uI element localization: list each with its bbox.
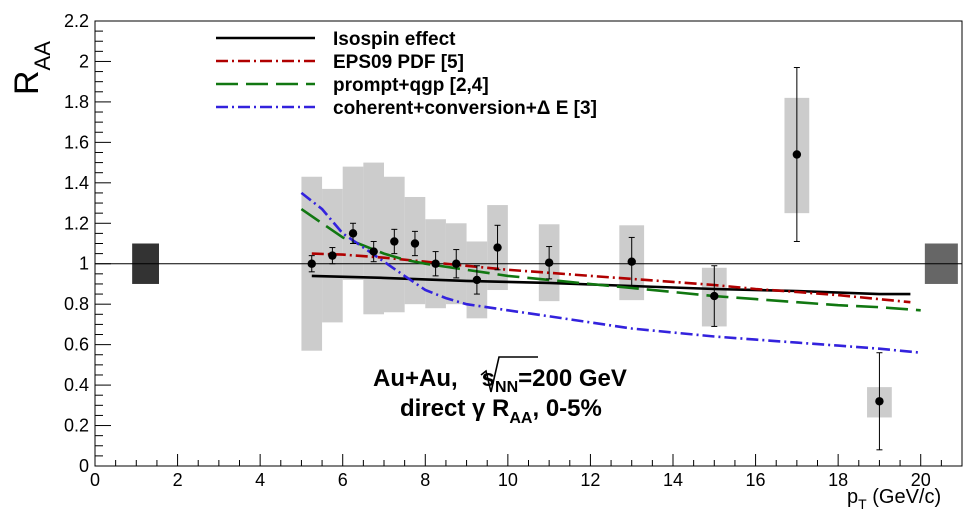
x-tick-label-2: 4 xyxy=(255,470,265,490)
y-tick-label-11: 2.2 xyxy=(64,11,89,31)
plot-frame xyxy=(94,20,963,467)
x-tick-label-10: 20 xyxy=(911,470,931,490)
annotation-line-2: direct γ RAA, 0-5% xyxy=(400,395,602,427)
y-tick-label-4: 0.8 xyxy=(64,294,89,314)
data-point-9 xyxy=(493,243,502,252)
data-point-0 xyxy=(307,259,316,268)
data-point-3 xyxy=(369,247,378,256)
y-tick-label-2: 0.4 xyxy=(64,375,89,395)
x-tick-label-8: 16 xyxy=(746,470,766,490)
annotation-observable: direct γ R xyxy=(400,395,509,422)
system-annotation: Au+Au, sNN=200 GeV direct γ RAA, 0-5% xyxy=(373,356,627,427)
curve-3 xyxy=(300,191,921,354)
x-tick-label-5: 10 xyxy=(498,470,518,490)
data-point-5 xyxy=(410,239,420,248)
data-point-2 xyxy=(348,229,358,238)
annotation-collision: Au+Au, xyxy=(373,365,458,392)
annotation-observable-sub: AA xyxy=(509,410,533,427)
y-axis-ticks: 0 0.2 0.4 0.6 0.8 1 1.2 1.4 1.6 1.8 2 2.2 xyxy=(64,11,111,476)
x-tick-label-1: 2 xyxy=(173,470,183,490)
sys-box-3 xyxy=(363,162,384,315)
y-tick-label-8: 1.6 xyxy=(64,132,89,152)
y-tick-label-7: 1.4 xyxy=(64,173,89,193)
data-point-10 xyxy=(544,258,554,267)
y-axis-title-sub: AA xyxy=(30,41,55,71)
data-point-7 xyxy=(452,259,461,268)
x-tick-label-4: 8 xyxy=(420,470,430,490)
y-tick-label-9: 1.8 xyxy=(64,92,89,112)
y-tick-label-10: 2 xyxy=(79,51,89,71)
legend-label-0: Isospin effect xyxy=(333,29,456,50)
legend-label-2: prompt+qgp [2,4] xyxy=(333,75,489,96)
x-axis-title: pT (GeV/c) xyxy=(847,486,941,512)
data-point-6 xyxy=(431,259,440,268)
x-tick-label-7: 14 xyxy=(663,470,683,490)
data-point-12 xyxy=(710,291,719,301)
data-point-14 xyxy=(875,397,884,406)
x-tick-label-6: 12 xyxy=(580,470,600,490)
y-tick-label-6: 1.2 xyxy=(64,213,89,233)
x-tick-label-0: 0 xyxy=(90,470,100,490)
y-axis-title-main: R xyxy=(8,70,46,95)
statistical-error-bars xyxy=(308,67,883,451)
y-tick-label-5: 1 xyxy=(79,254,89,274)
annotation-centrality: , 0-5% xyxy=(532,395,601,422)
sqrt-symbol xyxy=(480,356,538,393)
annotation-energy: =200 GeV xyxy=(518,365,627,392)
data-markers xyxy=(307,150,884,406)
x-axis-title-unit: (GeV/c) xyxy=(867,486,941,508)
legend-label-1: EPS09 PDF [5] xyxy=(333,52,464,73)
y-tick-label-3: 0.6 xyxy=(64,335,89,355)
frame-border xyxy=(94,20,963,467)
legend-label-3: coherent+conversion+Δ E [3] xyxy=(333,98,597,119)
x-axis-ticks: 0 2 4 6 8 10 12 14 16 18 20 xyxy=(90,454,963,490)
curve-2 xyxy=(300,208,921,312)
x-tick-label-9: 18 xyxy=(828,470,848,490)
x-axis-title-sub: T xyxy=(858,496,867,512)
x-tick-label-3: 6 xyxy=(338,470,348,490)
annotation-sqrt-s-sub: NN xyxy=(495,379,518,396)
data-point-4 xyxy=(390,237,399,246)
y-tick-label-0: 0 xyxy=(79,456,89,476)
data-point-11 xyxy=(627,257,636,266)
curve-1 xyxy=(311,252,911,304)
x-axis-title-main: p xyxy=(847,486,858,508)
y-axis-title: RAA xyxy=(8,41,55,95)
annotation-line-1: Au+Au, sNN=200 GeV xyxy=(373,365,627,396)
data-point-8 xyxy=(472,275,482,285)
y-tick-label-1: 0.2 xyxy=(64,416,89,436)
data-point-1 xyxy=(328,251,337,260)
data-point-13 xyxy=(792,150,802,159)
